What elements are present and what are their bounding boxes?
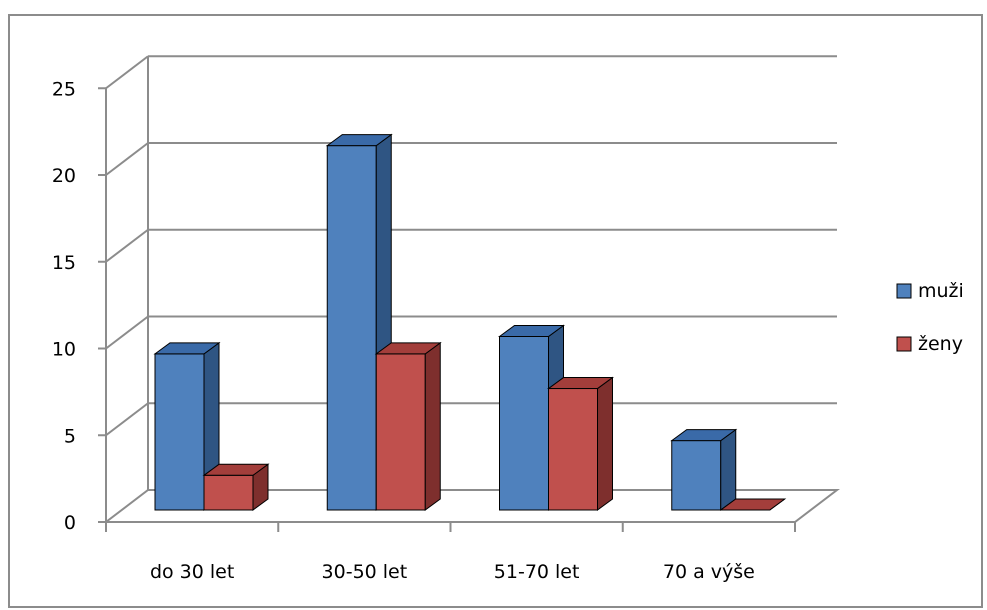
legend-label-ženy: ženy <box>918 333 963 355</box>
gridline-diagonal <box>105 402 149 437</box>
bar-front-face <box>548 388 598 511</box>
bar-side-face <box>597 376 613 511</box>
y-tick-labels: 0 5 10 15 20 25 <box>52 78 76 534</box>
gridline-diagonal <box>105 315 149 350</box>
bar-top-face <box>670 429 738 442</box>
bar-top-face <box>202 463 270 476</box>
bar-side-face <box>424 341 441 511</box>
bar-top-face <box>719 498 787 511</box>
bar-top-face <box>497 325 566 337</box>
bar-ženy-51-70 let <box>546 376 615 511</box>
gridline-diagonal <box>105 228 149 263</box>
gridlines <box>105 55 837 437</box>
bar-muži-70 a výše <box>670 428 738 511</box>
gridline-diagonal <box>105 55 149 90</box>
y-tick-label: 10 <box>52 339 76 361</box>
bar-ženy-30-50 let <box>374 341 442 511</box>
bars <box>153 133 787 511</box>
y-tick-label: 5 <box>64 425 76 447</box>
bar-top-face <box>546 377 615 390</box>
legend-swatch-ženy <box>896 336 912 352</box>
bar-front-face <box>375 353 426 511</box>
legend-swatch-muži <box>896 283 912 299</box>
x-category-label: 30-50 let <box>322 561 408 583</box>
bar-front-face <box>326 145 377 511</box>
bar-muži-do 30 let <box>153 341 221 511</box>
x-category-label: 51-70 let <box>494 561 580 583</box>
bar-front-face <box>671 440 722 511</box>
y-tick-label: 0 <box>64 512 76 534</box>
y-tick-label: 20 <box>52 165 76 187</box>
y-tick-label: 25 <box>52 78 76 100</box>
legend: muži ženy <box>896 280 964 355</box>
gridline-diagonal <box>105 142 149 176</box>
y-tick-label: 15 <box>52 252 76 274</box>
legend-label-muži: muži <box>918 280 964 302</box>
x-category-labels: do 30 let 30-50 let 51-70 let 70 a výše <box>150 561 755 583</box>
bar-front-face <box>154 353 205 511</box>
bar-side-face <box>720 428 737 511</box>
bar-top-face <box>374 342 442 355</box>
bar-ženy-do 30 let <box>202 463 270 511</box>
x-category-label: do 30 let <box>150 561 234 583</box>
bar-front-face <box>499 336 549 511</box>
bar-ženy-70 a výše <box>719 498 787 511</box>
bar-top-face <box>153 342 221 355</box>
bar-top-face <box>325 134 393 147</box>
x-category-label: 70 a výše <box>663 561 755 583</box>
axes <box>98 87 796 532</box>
bar-front-face <box>203 474 254 511</box>
